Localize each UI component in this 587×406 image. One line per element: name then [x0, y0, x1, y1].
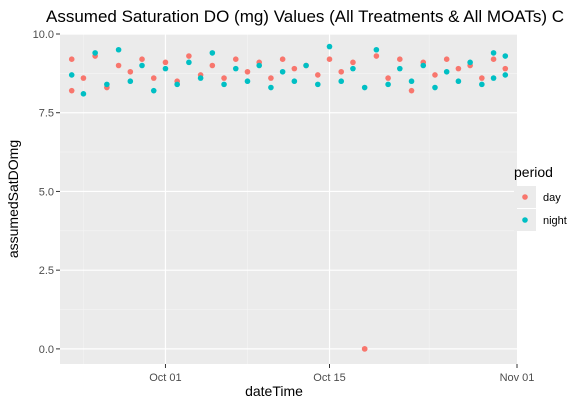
day-point [338, 68, 345, 75]
night-point [244, 78, 251, 85]
night-point [92, 50, 98, 56]
day-point [502, 65, 509, 72]
night-point [127, 78, 134, 85]
night-point [326, 43, 333, 50]
axis-ticks [56, 33, 518, 368]
y-tick-label: 5.0 [39, 186, 54, 198]
night-point [490, 50, 497, 56]
night-point [162, 65, 169, 72]
day-point [279, 56, 286, 62]
night-point [303, 62, 309, 69]
night-point [350, 65, 356, 72]
x-tick-label: Oct 15 [313, 372, 345, 384]
night-point [104, 81, 110, 88]
legend-label-night: night [543, 215, 567, 227]
night-point [397, 65, 403, 72]
day-point [490, 56, 497, 62]
night-point [115, 46, 122, 53]
night-point [221, 81, 227, 88]
day-point [127, 68, 134, 75]
day-point [291, 65, 298, 72]
night-point [502, 53, 509, 59]
day-point [139, 56, 145, 62]
night-point [256, 62, 263, 69]
night-point [186, 59, 192, 66]
day-point [432, 72, 438, 78]
legend-swatch-night [522, 217, 528, 223]
night-point [232, 65, 239, 72]
night-point [490, 75, 497, 81]
day-point [268, 75, 274, 81]
day-point [162, 59, 169, 66]
night-point [338, 78, 345, 85]
day-point [232, 56, 239, 62]
day-point [314, 72, 321, 78]
y-axis-title: assumedSatDOmg [5, 140, 21, 258]
legend-label-day: day [543, 192, 561, 204]
day-point [373, 53, 380, 59]
night-point [174, 81, 180, 88]
night-point [291, 78, 298, 85]
major-gridlines [60, 33, 517, 364]
day-point [361, 346, 368, 352]
night-point [467, 59, 473, 66]
x-tick-label: Nov 01 [500, 372, 535, 384]
x-tick-label: Oct 01 [149, 372, 181, 384]
data-points [68, 43, 509, 352]
night-point [443, 68, 450, 75]
night-point [197, 75, 204, 81]
y-tick-label: 7.5 [39, 108, 54, 120]
day-point [221, 75, 227, 81]
night-point [455, 78, 462, 85]
day-point [150, 75, 157, 81]
night-point [80, 91, 87, 97]
night-point [420, 62, 427, 69]
day-point [68, 56, 75, 62]
night-point [479, 81, 485, 88]
day-point [115, 62, 122, 69]
plot-panel [60, 34, 517, 364]
night-point [432, 84, 438, 91]
night-point [139, 62, 145, 69]
night-point [314, 81, 321, 88]
day-point [326, 56, 333, 62]
day-point [350, 59, 356, 66]
day-point [479, 75, 485, 81]
day-point [209, 62, 216, 69]
night-point [502, 72, 509, 78]
y-tick-label: 2.5 [39, 265, 54, 277]
day-point [385, 75, 391, 81]
x-axis-title: dateTime [245, 383, 303, 399]
y-tick-label: 0.0 [39, 344, 54, 356]
day-point [186, 53, 192, 59]
night-point [385, 81, 391, 88]
night-point [361, 84, 368, 91]
night-point [209, 50, 216, 56]
minor-gridlines [60, 34, 517, 364]
night-point [150, 87, 157, 94]
night-point [279, 68, 286, 75]
day-point [80, 75, 87, 81]
day-point [455, 65, 462, 72]
legend-title: period [514, 164, 553, 180]
legend: period day night [514, 164, 567, 231]
day-point [68, 87, 75, 94]
chart-title: Assumed Saturation DO (mg) Values (All T… [46, 7, 564, 26]
axis-tick-labels: 0.0 2.5 5.0 7.5 10.0 Oct 01 Oct 15 Nov 01 [33, 29, 535, 384]
day-point [244, 68, 251, 75]
legend-swatch-day [522, 194, 528, 200]
day-point [397, 56, 403, 62]
y-tick-label: 10.0 [33, 29, 54, 41]
night-point [268, 84, 274, 91]
night-point [373, 46, 380, 53]
night-point [408, 78, 415, 85]
day-point [443, 56, 450, 62]
night-point [68, 72, 75, 78]
day-point [408, 87, 415, 94]
